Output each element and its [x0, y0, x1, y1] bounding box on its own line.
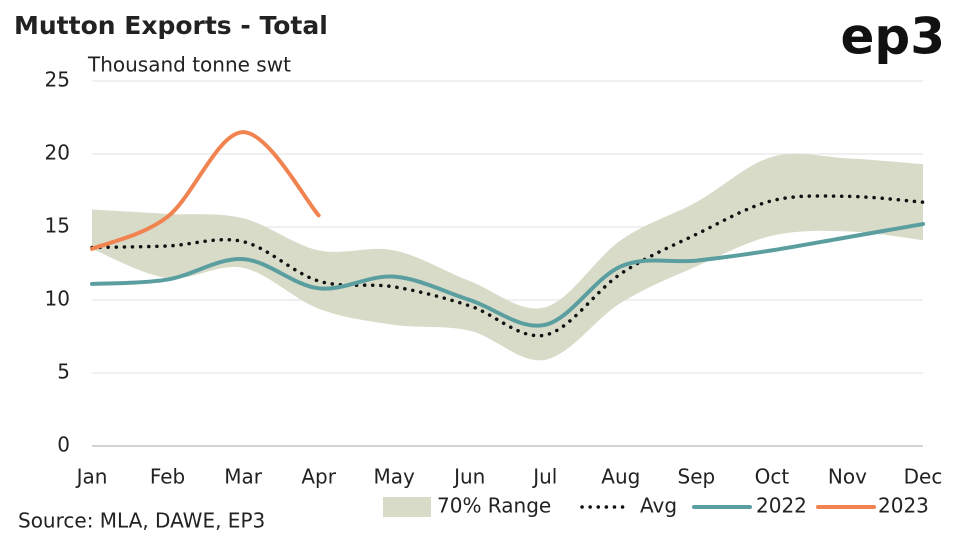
x-tick-label: May	[374, 465, 416, 489]
y-tick-label: 25	[45, 68, 70, 92]
legend-label: 2022	[756, 494, 807, 518]
legend-swatch	[383, 497, 431, 517]
x-tick-label: Dec	[904, 465, 943, 489]
line-series	[90, 194, 925, 338]
x-tick-label: Jul	[531, 465, 557, 489]
subtitle: Thousand tonne swt	[87, 53, 291, 77]
legend-label: 2023	[878, 494, 929, 518]
y-tick-label: 20	[45, 141, 70, 165]
x-tick-label: Mar	[224, 465, 263, 489]
x-tick-label: Jan	[75, 465, 108, 489]
y-tick-label: 10	[45, 287, 70, 311]
x-tick-label: Apr	[301, 465, 336, 489]
y-tick-label: 15	[45, 214, 70, 238]
logo: ep3	[841, 8, 946, 66]
y-tick-label: 5	[57, 360, 70, 384]
legend-label: Avg	[640, 494, 677, 518]
source: Source: MLA, DAWE, EP3	[18, 509, 265, 533]
chart-title: Mutton Exports - Total	[14, 11, 328, 40]
x-tick-label: Nov	[828, 465, 867, 489]
x-tick-label: Aug	[601, 465, 640, 489]
legend-label: 70% Range	[437, 494, 551, 518]
line-series	[90, 130, 321, 251]
x-tick-label: Sep	[678, 465, 716, 489]
range-band	[92, 153, 923, 361]
x-tick-label: Feb	[150, 465, 185, 489]
x-tick-label: Oct	[755, 465, 790, 489]
y-tick-label: 0	[57, 433, 70, 457]
line-series	[90, 222, 925, 328]
x-tick-label: Jun	[452, 465, 485, 489]
